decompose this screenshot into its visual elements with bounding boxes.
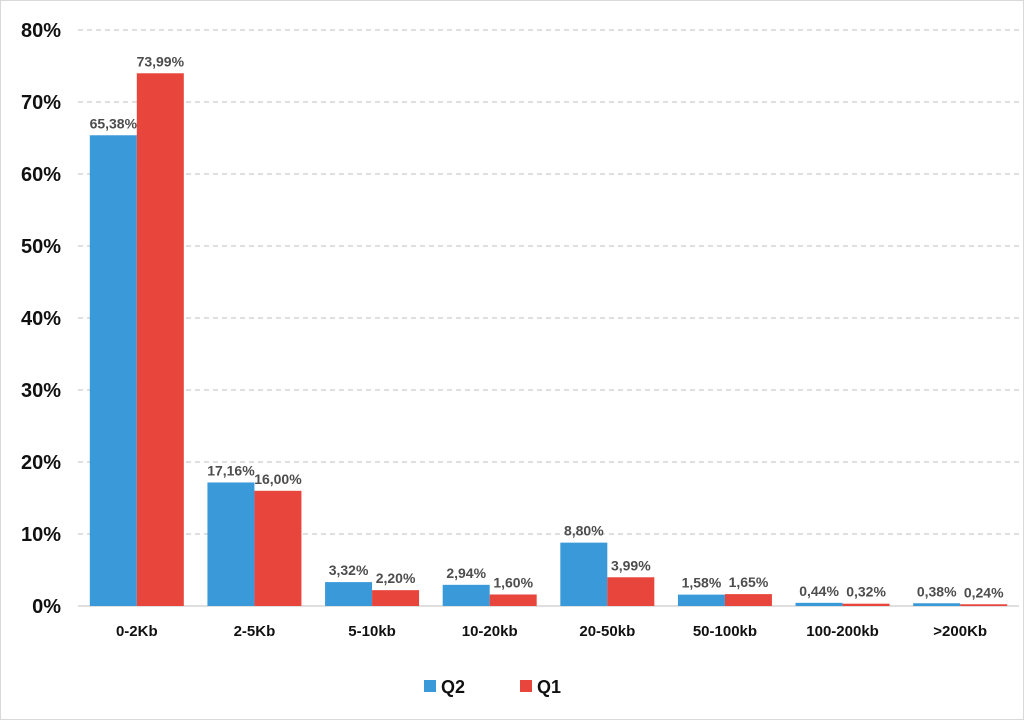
legend-swatch-q1 bbox=[520, 680, 532, 692]
legend-label-q1: Q1 bbox=[537, 677, 561, 697]
legend-swatch-q2 bbox=[424, 680, 436, 692]
data-label: 3,99% bbox=[611, 557, 651, 573]
data-label: 0,32% bbox=[846, 584, 886, 600]
bar-q1 bbox=[607, 577, 655, 606]
y-tick-label: 10% bbox=[21, 524, 61, 546]
data-label: 1,65% bbox=[729, 574, 769, 590]
bar-q1 bbox=[372, 590, 420, 606]
data-label: 0,24% bbox=[964, 584, 1004, 600]
data-label: 0,38% bbox=[917, 583, 957, 599]
bar-q2 bbox=[677, 594, 725, 606]
bar-q2 bbox=[442, 584, 490, 606]
legend: Q2 Q1 bbox=[424, 677, 561, 697]
data-label: 65,38% bbox=[90, 115, 138, 131]
bar-q1 bbox=[254, 490, 302, 606]
bar-q1 bbox=[136, 73, 184, 607]
x-tick-label: >200Kb bbox=[933, 623, 987, 640]
x-tick-label: 100-200kb bbox=[806, 623, 879, 640]
data-label: 2,20% bbox=[376, 570, 416, 586]
y-tick-label: 80% bbox=[21, 20, 61, 42]
x-tick-label: 10-20kb bbox=[462, 623, 518, 640]
data-labels: 65,38% 73,99% 17,16%16,00% 3,32% 2,20% 2,94% 1… bbox=[90, 53, 1005, 600]
bar-q1 bbox=[489, 594, 537, 606]
data-label: 16,00% bbox=[254, 471, 302, 487]
data-label: 1,58% bbox=[682, 575, 722, 591]
data-label: 8,80% bbox=[564, 523, 604, 539]
x-tick-label: 0-2Kb bbox=[116, 623, 158, 640]
y-tick-label: 70% bbox=[21, 92, 61, 114]
bar-q1 bbox=[842, 603, 890, 606]
data-label: 2,94% bbox=[446, 565, 486, 581]
data-label: 17,16% bbox=[207, 462, 255, 478]
bar-q1 bbox=[724, 594, 772, 606]
x-tick-label: 5-10kb bbox=[348, 623, 396, 640]
data-label: 73,99% bbox=[137, 53, 185, 69]
y-axis-ticks: 0% 10% 20% 30% 40% 50% 60% 70% 80% bbox=[21, 20, 61, 618]
x-tick-label: 50-100kb bbox=[693, 623, 757, 640]
bar-q2 bbox=[560, 542, 608, 606]
x-tick-label: 20-50kb bbox=[579, 623, 635, 640]
bar-q2 bbox=[795, 602, 843, 606]
x-tick-label: 2-5Kb bbox=[234, 623, 276, 640]
bar-q2 bbox=[207, 482, 255, 606]
bar-q1 bbox=[960, 604, 1008, 606]
y-tick-label: 0% bbox=[32, 596, 61, 618]
data-label: 0,44% bbox=[799, 583, 839, 599]
y-tick-label: 50% bbox=[21, 236, 61, 258]
bar-q2 bbox=[89, 135, 137, 606]
y-tick-label: 60% bbox=[21, 164, 61, 186]
bar-q2 bbox=[325, 582, 373, 606]
bars bbox=[89, 73, 1008, 607]
y-tick-label: 40% bbox=[21, 308, 61, 330]
legend-label-q2: Q2 bbox=[441, 677, 465, 697]
y-tick-label: 30% bbox=[21, 380, 61, 402]
data-label: 1,60% bbox=[493, 574, 533, 590]
y-tick-label: 20% bbox=[21, 452, 61, 474]
data-label: 3,32% bbox=[329, 562, 369, 578]
bar-q2 bbox=[913, 603, 961, 606]
x-axis-ticks: 0-2Kb 2-5Kb 5-10kb 10-20kb 20-50kb 50-100kb 10… bbox=[116, 623, 987, 640]
